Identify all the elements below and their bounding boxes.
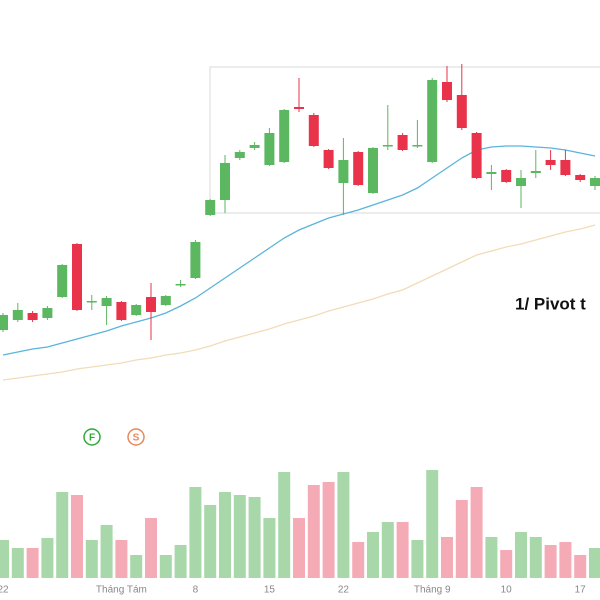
volume-bar: [337, 472, 350, 578]
volume-bar: [515, 532, 527, 578]
annotation: 1/ Pivot t: [515, 294, 586, 313]
candle-body: [412, 145, 423, 147]
candle-body: [338, 160, 349, 183]
candle-body: [368, 148, 378, 193]
volume-bar: [71, 495, 83, 578]
volume-bar: [529, 537, 542, 578]
volume-bar: [367, 532, 379, 578]
candle-body: [382, 145, 393, 147]
volume-bar: [85, 540, 98, 578]
x-tick-label: 22: [338, 585, 350, 596]
candle-body: [353, 152, 364, 185]
candle-body: [0, 315, 8, 330]
volume-bar: [159, 555, 172, 578]
candle-body: [560, 160, 571, 175]
candle-body: [486, 172, 497, 174]
candle-body: [146, 297, 156, 312]
volume-bar: [248, 497, 261, 578]
candle-body: [116, 302, 127, 320]
volume-bar: [470, 487, 483, 578]
candle-body: [575, 175, 586, 180]
volume-bar: [56, 492, 69, 578]
marker-label: F: [89, 433, 95, 444]
volume-bar: [589, 548, 600, 578]
volume-bar: [485, 537, 498, 578]
candle-body: [516, 178, 526, 186]
candle-body: [456, 95, 467, 128]
candle-body: [42, 308, 53, 318]
candle-body: [160, 296, 171, 305]
volume-bar: [263, 518, 276, 578]
volume-bar: [174, 545, 187, 578]
volume-bar: [130, 555, 143, 578]
volume-bar: [441, 537, 453, 578]
volume-bar: [322, 482, 335, 578]
marker-circle: [83, 428, 101, 446]
volume-bar: [278, 472, 291, 578]
volume-bar: [293, 518, 305, 578]
volume-bar: [26, 548, 39, 578]
volume-bar: [411, 540, 424, 578]
candle-body: [86, 301, 97, 303]
candle-body: [545, 160, 556, 165]
volume-bar: [41, 538, 54, 578]
volume-bar: [544, 545, 557, 578]
candle-body: [12, 310, 23, 320]
volume-bar: [233, 495, 246, 578]
candle-body: [471, 133, 482, 178]
candle-body: [530, 171, 541, 173]
candle-body: [264, 133, 275, 165]
candle-body: [427, 80, 438, 162]
volume-bar: [145, 518, 157, 578]
moving-average: [2, 145, 596, 356]
candle-body: [175, 284, 186, 286]
volume-bar: [11, 548, 24, 578]
volume-bar: [219, 492, 231, 578]
moving-average: [2, 224, 596, 381]
candle-body: [279, 110, 290, 162]
volume-bar: [352, 542, 365, 578]
volume-bar: [115, 540, 128, 578]
candle-body: [190, 242, 201, 278]
candle-body: [72, 244, 82, 310]
candle-body: [397, 135, 408, 150]
candle-body: [501, 170, 512, 182]
volume-bar: [204, 505, 217, 578]
marker-label: S: [133, 433, 140, 444]
volume-bar: [426, 470, 439, 578]
range-box: [209, 66, 600, 214]
candle-body: [442, 82, 452, 100]
candle-body: [220, 163, 230, 200]
x-tick-label: Tháng Tám: [96, 585, 147, 596]
volume-bar: [189, 487, 202, 578]
candle-body: [590, 178, 600, 186]
candle-body: [308, 115, 319, 146]
volume-bar: [100, 525, 113, 578]
x-tick-label: 17: [575, 585, 587, 596]
candle-body: [101, 298, 112, 306]
volume-bar: [455, 500, 468, 578]
volume-bar: [0, 540, 9, 578]
marker-circle: [127, 428, 145, 446]
x-tick-label: 8: [193, 585, 199, 596]
candle-body: [323, 150, 334, 168]
volume-bar: [381, 522, 394, 578]
candle-body: [249, 145, 260, 148]
x-tick-label: 15: [264, 585, 276, 596]
x-tick-label: 22: [0, 585, 9, 596]
volume-bar: [574, 555, 587, 578]
candle-body: [57, 265, 68, 297]
candle-body: [294, 107, 304, 109]
x-tick-label: Tháng 9: [414, 585, 451, 596]
x-tick-label: 10: [501, 585, 513, 596]
volume-bar: [500, 550, 513, 578]
candle-body: [234, 152, 245, 158]
candle-body: [131, 305, 142, 315]
candle-body: [205, 200, 216, 215]
volume-bar: [396, 522, 409, 578]
candle-body: [27, 313, 38, 320]
volume-bar: [559, 542, 572, 578]
volume-bar: [307, 485, 320, 578]
